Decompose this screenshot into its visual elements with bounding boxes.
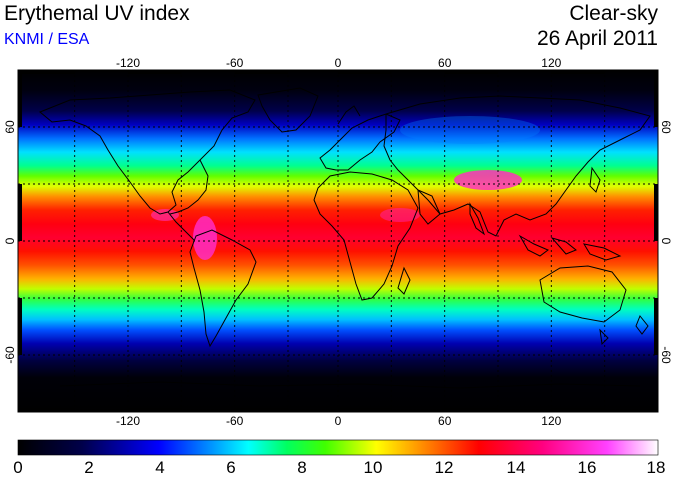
- colorbar-label: 12: [434, 458, 454, 477]
- colorbar-label: 2: [84, 458, 94, 477]
- tibet-high-uv: [454, 170, 522, 190]
- lon-tick-bottom: 60: [438, 414, 452, 428]
- source-label: KNMI / ESA: [4, 31, 90, 48]
- lon-tick-bottom: -60: [226, 414, 244, 428]
- colorbar-label: 6: [226, 458, 236, 477]
- lat-tick-right: 0: [659, 238, 673, 245]
- colorbar-label: 4: [155, 458, 165, 477]
- mexico-high-uv: [151, 209, 179, 221]
- colorbar-label: 10: [363, 458, 383, 477]
- lon-tick-top: 60: [438, 56, 452, 70]
- africa-high-uv: [380, 208, 420, 222]
- lat-tick-left: -60: [3, 346, 17, 364]
- colorbar-label: 14: [506, 458, 526, 477]
- date-label: 26 April 2011: [536, 27, 658, 50]
- colorbar-label: 16: [577, 458, 597, 477]
- arctic-cloud-blue: [400, 116, 540, 144]
- lon-tick-bottom: 0: [335, 414, 342, 428]
- frame-bars: [18, 70, 658, 412]
- colorbar: [17, 439, 659, 456]
- colorbar-label: 18: [646, 458, 666, 477]
- condition-label: Clear-sky: [569, 2, 658, 25]
- lon-tick-top: -120: [116, 56, 140, 70]
- lon-tick-top: 120: [541, 56, 561, 70]
- lon-tick-bottom: -120: [116, 414, 140, 428]
- andes-high-uv: [193, 216, 217, 260]
- colorbar-label: 8: [297, 458, 307, 477]
- lon-tick-bottom: 120: [541, 414, 561, 428]
- colorbar-label: 0: [13, 458, 23, 477]
- gridlines: [18, 70, 658, 412]
- lat-tick-left: 0: [3, 237, 17, 244]
- lat-tick-left: 60: [3, 120, 17, 134]
- lat-tick-right: 60: [659, 120, 673, 134]
- lat-tick-right: -60: [659, 346, 673, 364]
- title: Erythemal UV index: [4, 2, 190, 25]
- lon-tick-top: -60: [226, 56, 244, 70]
- lon-tick-top: 0: [335, 56, 342, 70]
